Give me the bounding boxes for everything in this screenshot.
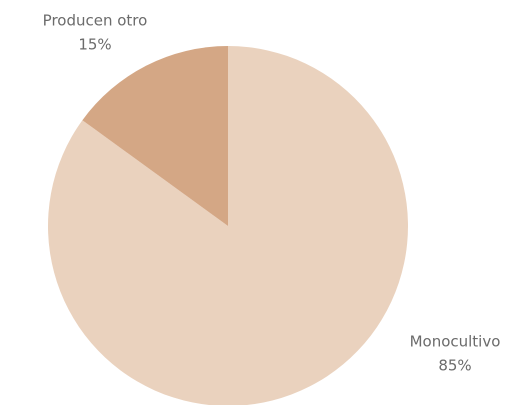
slice-label: Monocultivo bbox=[410, 333, 501, 351]
slice-value-label: 15% bbox=[78, 36, 111, 54]
slice-label: Producen otro bbox=[43, 12, 148, 30]
pie-slice bbox=[82, 46, 228, 226]
slice-value-label: 85% bbox=[438, 357, 471, 375]
pie-slice bbox=[48, 46, 408, 405]
